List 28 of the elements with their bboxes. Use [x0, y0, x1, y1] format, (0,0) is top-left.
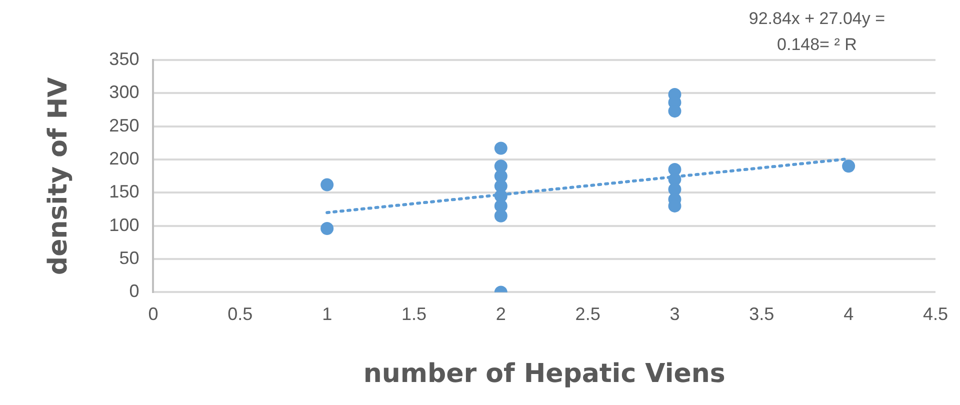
y-tick-label: 150 [109, 182, 140, 202]
text: 92.84x + 27.04y = [748, 8, 885, 30]
point [842, 160, 856, 173]
point [494, 209, 508, 222]
text: 0.148= ² R [776, 34, 858, 56]
x-tick-label: 4.5 [922, 304, 948, 324]
x-tick-label: 3 [670, 304, 680, 324]
x-tick-label: 2 [496, 304, 506, 324]
y-tick-label: 100 [109, 214, 140, 235]
y-tick-label: 250 [109, 115, 140, 136]
point [668, 104, 682, 118]
y-tick-label: 300 [109, 82, 140, 102]
y-tick-label: 350 [109, 48, 140, 69]
x-tick-label: 1 [322, 304, 332, 324]
x-tick-label: 0 [148, 304, 158, 324]
x-axis-title: number of Hepatic Viens [363, 359, 726, 390]
y-tick-label: 50 [119, 248, 140, 268]
y-tick-label: 0 [129, 281, 140, 302]
x-tick-label: 0.5 [228, 304, 253, 324]
x-tick-label: 3.5 [749, 304, 774, 324]
x-tick-label: 1.5 [401, 304, 426, 324]
y-axis-title: density of HV [43, 77, 74, 275]
x-tick-label: 4 [844, 304, 854, 324]
y-tick-label: 200 [109, 148, 140, 168]
point [494, 142, 508, 155]
point [320, 222, 334, 236]
point [320, 178, 334, 192]
x-tick-label: 2.5 [575, 304, 600, 324]
